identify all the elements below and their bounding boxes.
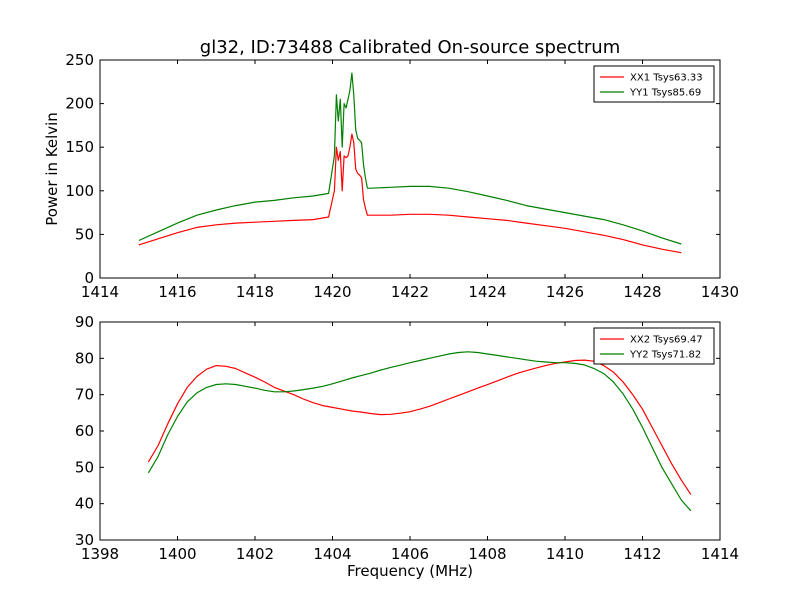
bottom-y-tick-label: 50 [75, 458, 94, 476]
bottom-y-tick-label: 30 [75, 531, 94, 549]
top-legend-box [593, 65, 715, 103]
top-x-tick-label: 1416 [158, 283, 196, 301]
bottom-plot-panel: 1398 1400 1402 1404 1406 1408 1410 1412 1414 30 40… [75, 313, 739, 563]
bottom-x-axis-label: Frequency (MHz) [347, 562, 473, 580]
top-x-tick-label: 1418 [236, 283, 274, 301]
top-legend-label-1: XX1 Tsys63.33 [630, 73, 703, 84]
top-x-tick-label: 1420 [313, 283, 351, 301]
bottom-x-tick-label: 1408 [468, 545, 506, 563]
top-series-line-1 [138, 133, 682, 254]
bottom-x-tick-label: 1398 [81, 545, 119, 563]
top-series-group [138, 72, 682, 254]
bottom-x-tick-label: 1402 [236, 545, 274, 563]
bottom-y-tick-label: 60 [75, 422, 94, 440]
top-plot-panel: 1414 1416 1418 1420 1422 1424 1426 1428 1430 0 50 1… [65, 51, 739, 301]
bottom-legend: XX2 Tsys69.47 YY2 Tsys71.82 [593, 327, 715, 365]
top-x-tick-label: 1422 [391, 283, 429, 301]
bottom-x-tick-label: 1406 [391, 545, 429, 563]
bottom-x-tick-label: 1414 [701, 545, 739, 563]
top-y-axis-label: Power in Kelvin [43, 112, 61, 226]
bottom-x-tick-label: 1404 [313, 545, 351, 563]
top-x-tick-label: 1424 [468, 283, 506, 301]
top-series-line-2 [138, 72, 682, 245]
top-x-tick-label: 1428 [623, 283, 661, 301]
bottom-legend-label-2: YY2 Tsys71.82 [629, 350, 701, 361]
top-y-tick-label: 150 [65, 138, 94, 156]
top-y-tick-label: 250 [65, 51, 94, 69]
bottom-y-tick-label: 40 [75, 495, 94, 513]
bottom-legend-box [593, 327, 715, 365]
bottom-y-tick-label: 70 [75, 386, 94, 404]
top-legend: XX1 Tsys63.33 YY1 Tsys85.69 [593, 65, 715, 103]
bottom-legend-label-1: XX2 Tsys69.47 [630, 335, 703, 346]
bottom-x-tick-label: 1412 [623, 545, 661, 563]
top-y-tick-label: 100 [65, 182, 94, 200]
bottom-y-tick-label: 80 [75, 349, 94, 367]
top-y-tick-label: 200 [65, 95, 94, 113]
top-legend-label-2: YY1 Tsys85.69 [629, 88, 701, 99]
bottom-x-tick-label: 1400 [158, 545, 196, 563]
top-y-tick-label: 0 [84, 269, 94, 287]
chart-title: gl32, ID:73488 Calibrated On-source spec… [200, 37, 620, 58]
top-x-tick-label: 1426 [546, 283, 584, 301]
top-x-tick-label: 1430 [701, 283, 739, 301]
top-y-tick-label: 50 [75, 225, 94, 243]
bottom-y-tick-label: 90 [75, 313, 94, 331]
bottom-x-tick-label: 1410 [546, 545, 584, 563]
bottom-series-line-2 [147, 351, 692, 512]
top-x-tick-label: 1414 [81, 283, 119, 301]
